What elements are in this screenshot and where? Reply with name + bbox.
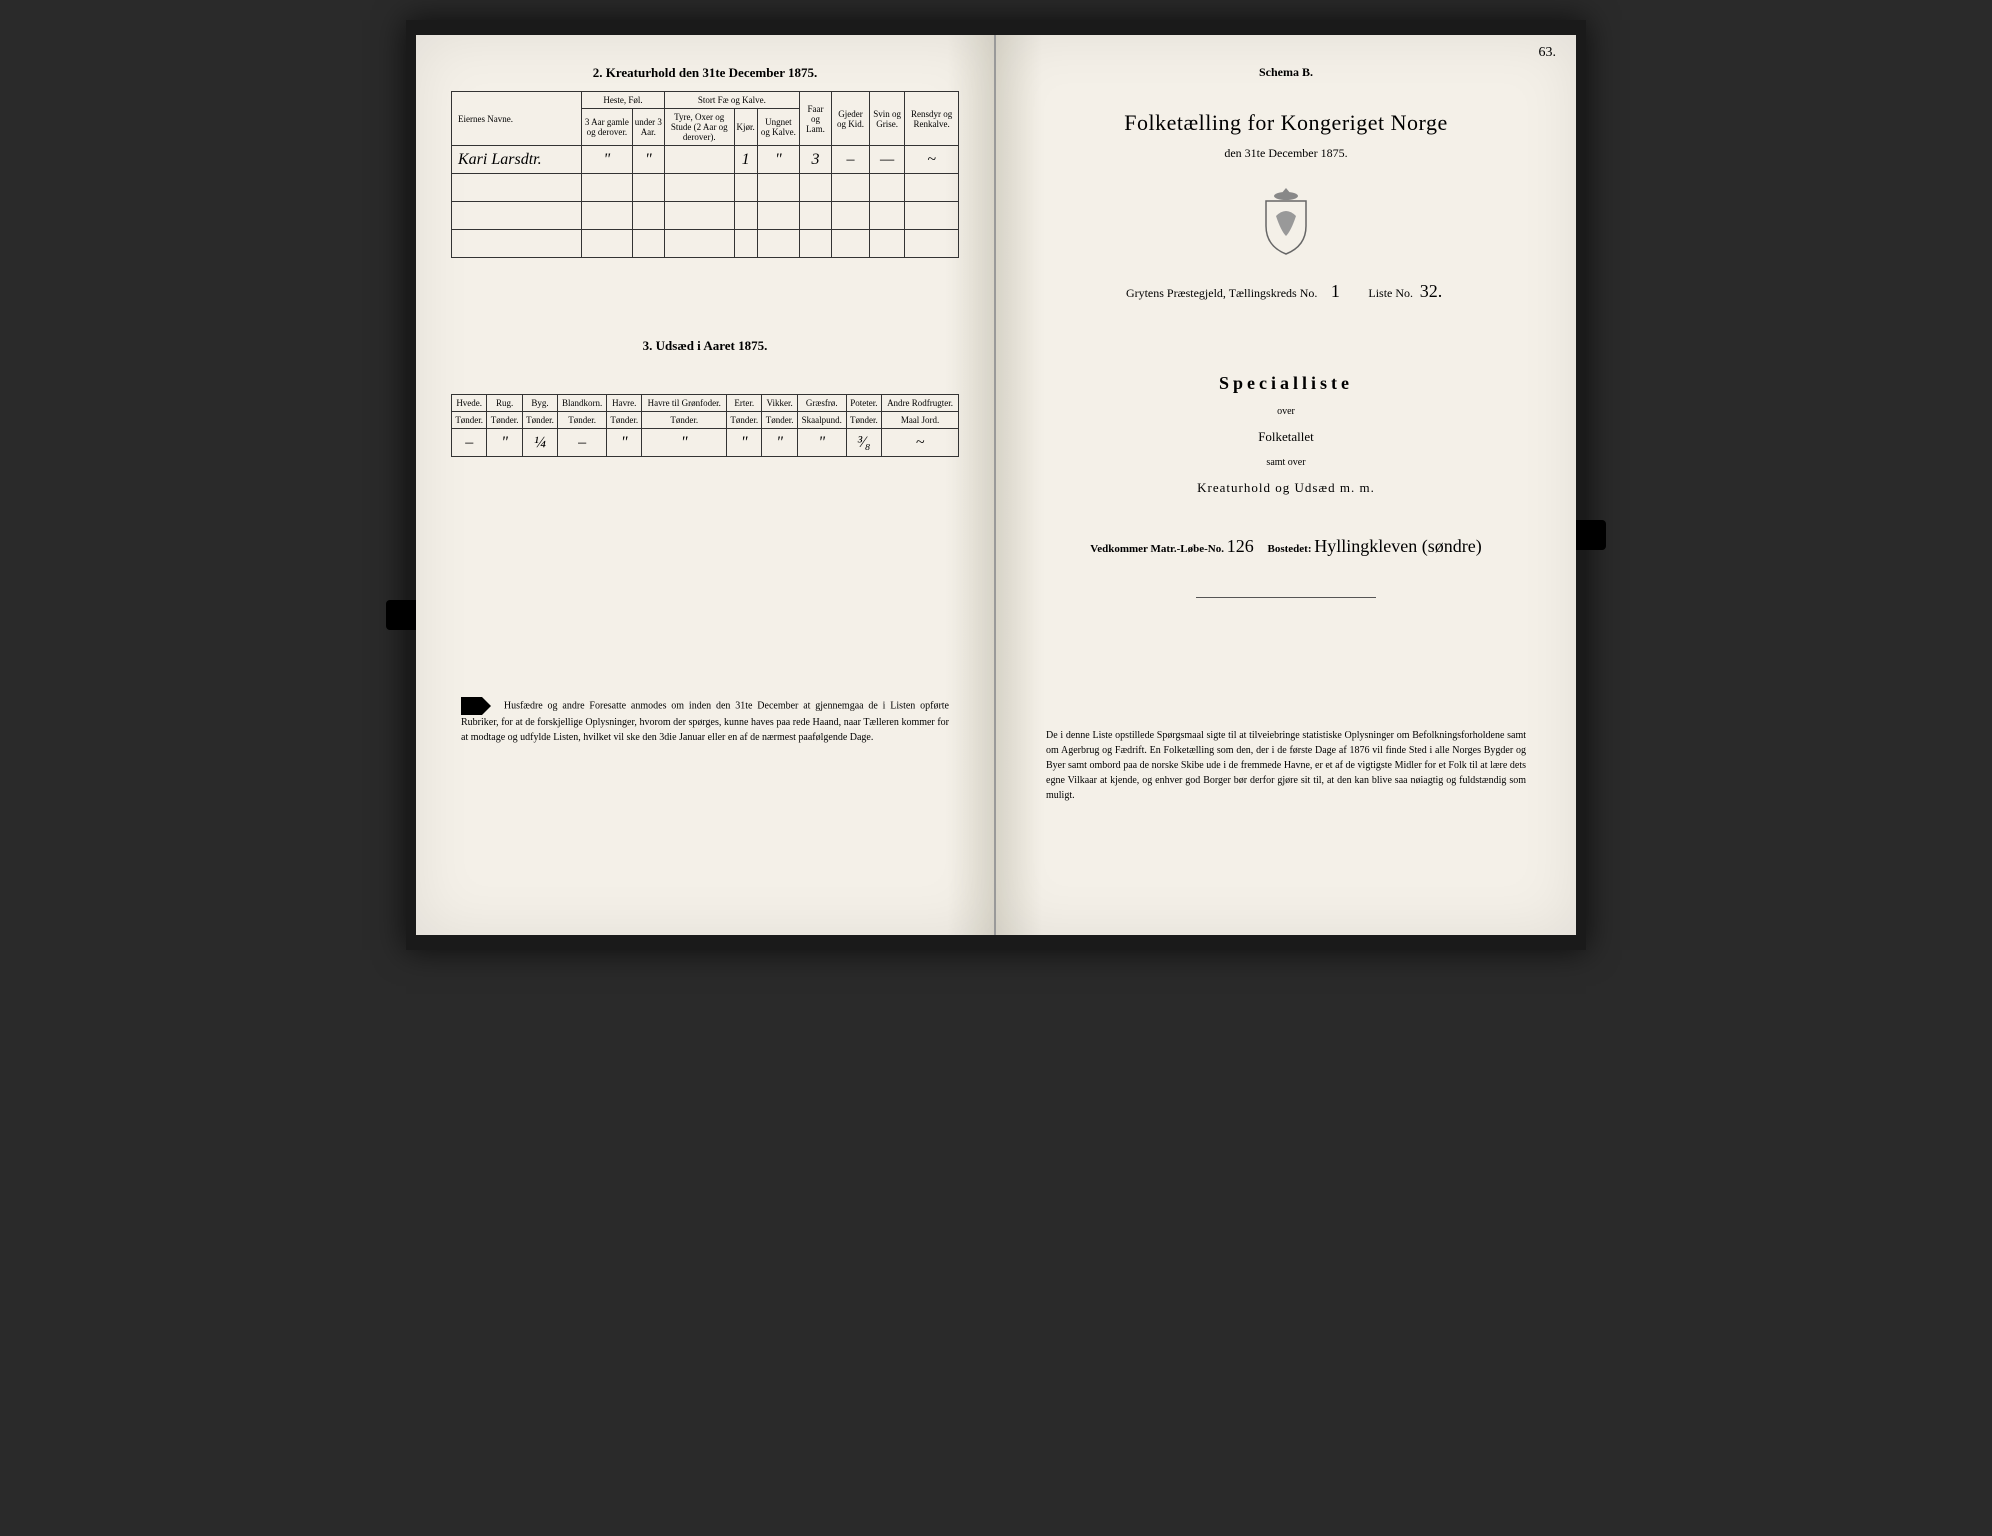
matr-no: 126: [1227, 536, 1254, 556]
page-number: 63.: [1539, 45, 1557, 61]
udsaed-table: Hvede. Rug. Byg. Blandkorn. Havre. Havre…: [451, 394, 959, 457]
cell-stort-a: [664, 146, 734, 174]
th-faar: Faar og Lam.: [799, 92, 831, 146]
kreaturhold-table: Eiernes Navne. Heste, Føl. Stort Fæ og K…: [451, 91, 959, 258]
liste-no: 32.: [1416, 281, 1446, 303]
right-footnote: De i denne Liste opstillede Spørgsmaal s…: [1031, 728, 1541, 803]
unit-4: Tønder.: [558, 412, 607, 429]
th-gjeder: Gjeder og Kid.: [832, 92, 870, 146]
unit-9: Skaalpund.: [797, 412, 846, 429]
folketallet-text: Folketallet: [1031, 429, 1541, 445]
cell-blandkorn: –: [558, 429, 607, 457]
cell-erter: ": [727, 429, 762, 457]
sub-date: den 31te December 1875.: [1031, 146, 1541, 161]
left-footnote: Husfædre og andre Foresatte anmodes om i…: [451, 697, 959, 745]
th-havregron: Havre til Grønfoder.: [642, 395, 727, 412]
table3-row: – " ¼ – " " " " " ³⁄₈ ~: [452, 429, 959, 457]
bostedet-label: Bostedet:: [1268, 543, 1312, 555]
th-svin: Svin og Grise.: [869, 92, 904, 146]
unit-7: Tønder.: [727, 412, 762, 429]
cell-havregron: ": [642, 429, 727, 457]
book-spread: 2. Kreaturhold den 31te December 1875. E…: [406, 20, 1586, 950]
cell-faar: 3: [799, 146, 831, 174]
th-heste-b: under 3 Aar.: [632, 109, 664, 146]
th-eier: Eiernes Navne.: [452, 92, 582, 146]
th-rug: Rug.: [487, 395, 522, 412]
district-no: 1: [1320, 281, 1350, 303]
district-prefix: Grytens Præstegjeld, Tællingskreds No.: [1126, 286, 1317, 300]
th-andre: Andre Rodfrugter.: [882, 395, 959, 412]
district-line: Grytens Præstegjeld, Tællingskreds No. 1…: [1031, 281, 1541, 303]
unit-5: Tønder.: [607, 412, 642, 429]
th-stort-c: Ungnet og Kalve.: [757, 109, 799, 146]
cell-havre: ": [607, 429, 642, 457]
vedkommer-line: Vedkommer Matr.-Løbe-No. 126 Bostedet: H…: [1031, 536, 1541, 557]
over-text: over: [1031, 406, 1541, 417]
liste-label: Liste No.: [1368, 286, 1413, 300]
cell-gjeder: –: [832, 146, 870, 174]
left-page: 2. Kreaturhold den 31te December 1875. E…: [416, 35, 996, 935]
th-ren: Rensdyr og Renkalve.: [905, 92, 959, 146]
th-havre: Havre.: [607, 395, 642, 412]
footnote-text: Husfædre og andre Foresatte anmodes om i…: [461, 700, 949, 743]
right-page: 63. Schema B. Folketælling for Kongerige…: [996, 35, 1576, 935]
th-poteter: Poteter.: [846, 395, 881, 412]
cell-andre: ~: [882, 429, 959, 457]
th-heste-group: Heste, Føl.: [582, 92, 665, 109]
unit-10: Tønder.: [846, 412, 881, 429]
cell-stort-b: 1: [734, 146, 757, 174]
cell-heste-a: ": [582, 146, 633, 174]
bostedet-value: Hyllingkleven (søndre): [1314, 536, 1481, 556]
unit-1: Tønder.: [452, 412, 487, 429]
cell-stort-c: ": [757, 146, 799, 174]
cell-name: Kari Larsdtr.: [452, 146, 582, 174]
section3-title: 3. Udsæd i Aaret 1875.: [451, 338, 959, 354]
th-heste-a: 3 Aar gamle og derover.: [582, 109, 633, 146]
cell-svin: —: [869, 146, 904, 174]
cell-rug: ": [487, 429, 522, 457]
cell-heste-b: ": [632, 146, 664, 174]
samt-text: samt over: [1031, 457, 1541, 468]
cell-ren: ~: [905, 146, 959, 174]
cell-graesfro: ": [797, 429, 846, 457]
th-erter: Erter.: [727, 395, 762, 412]
th-vikker: Vikker.: [762, 395, 797, 412]
unit-2: Tønder.: [487, 412, 522, 429]
th-stort-group: Stort Fæ og Kalve.: [664, 92, 799, 109]
cell-poteter: ³⁄₈: [846, 429, 881, 457]
schema-label: Schema B.: [1031, 65, 1541, 80]
vedkommer-label: Vedkommer Matr.-Løbe-No.: [1090, 543, 1224, 555]
th-hvede: Hvede.: [452, 395, 487, 412]
cell-vikker: ": [762, 429, 797, 457]
section2-title: 2. Kreaturhold den 31te December 1875.: [451, 65, 959, 81]
main-title: Folketælling for Kongeriget Norge: [1031, 110, 1541, 136]
unit-8: Tønder.: [762, 412, 797, 429]
coat-of-arms-icon: [1256, 186, 1316, 256]
th-stort-a: Tyre, Oxer og Stude (2 Aar og derover).: [664, 109, 734, 146]
th-blandkorn: Blandkorn.: [558, 395, 607, 412]
unit-3: Tønder.: [522, 412, 557, 429]
specialliste-title: Specialliste: [1031, 373, 1541, 394]
th-graesfro: Græsfrø.: [797, 395, 846, 412]
cell-byg: ¼: [522, 429, 557, 457]
unit-11: Maal Jord.: [882, 412, 959, 429]
cell-hvede: –: [452, 429, 487, 457]
divider: [1196, 597, 1376, 598]
unit-6: Tønder.: [642, 412, 727, 429]
pointing-hand-icon: [461, 697, 491, 715]
table2-row: Kari Larsdtr. " " 1 " 3 – — ~: [452, 146, 959, 174]
th-byg: Byg.: [522, 395, 557, 412]
kreatur-text: Kreaturhold og Udsæd m. m.: [1031, 480, 1541, 496]
th-stort-b: Kjør.: [734, 109, 757, 146]
